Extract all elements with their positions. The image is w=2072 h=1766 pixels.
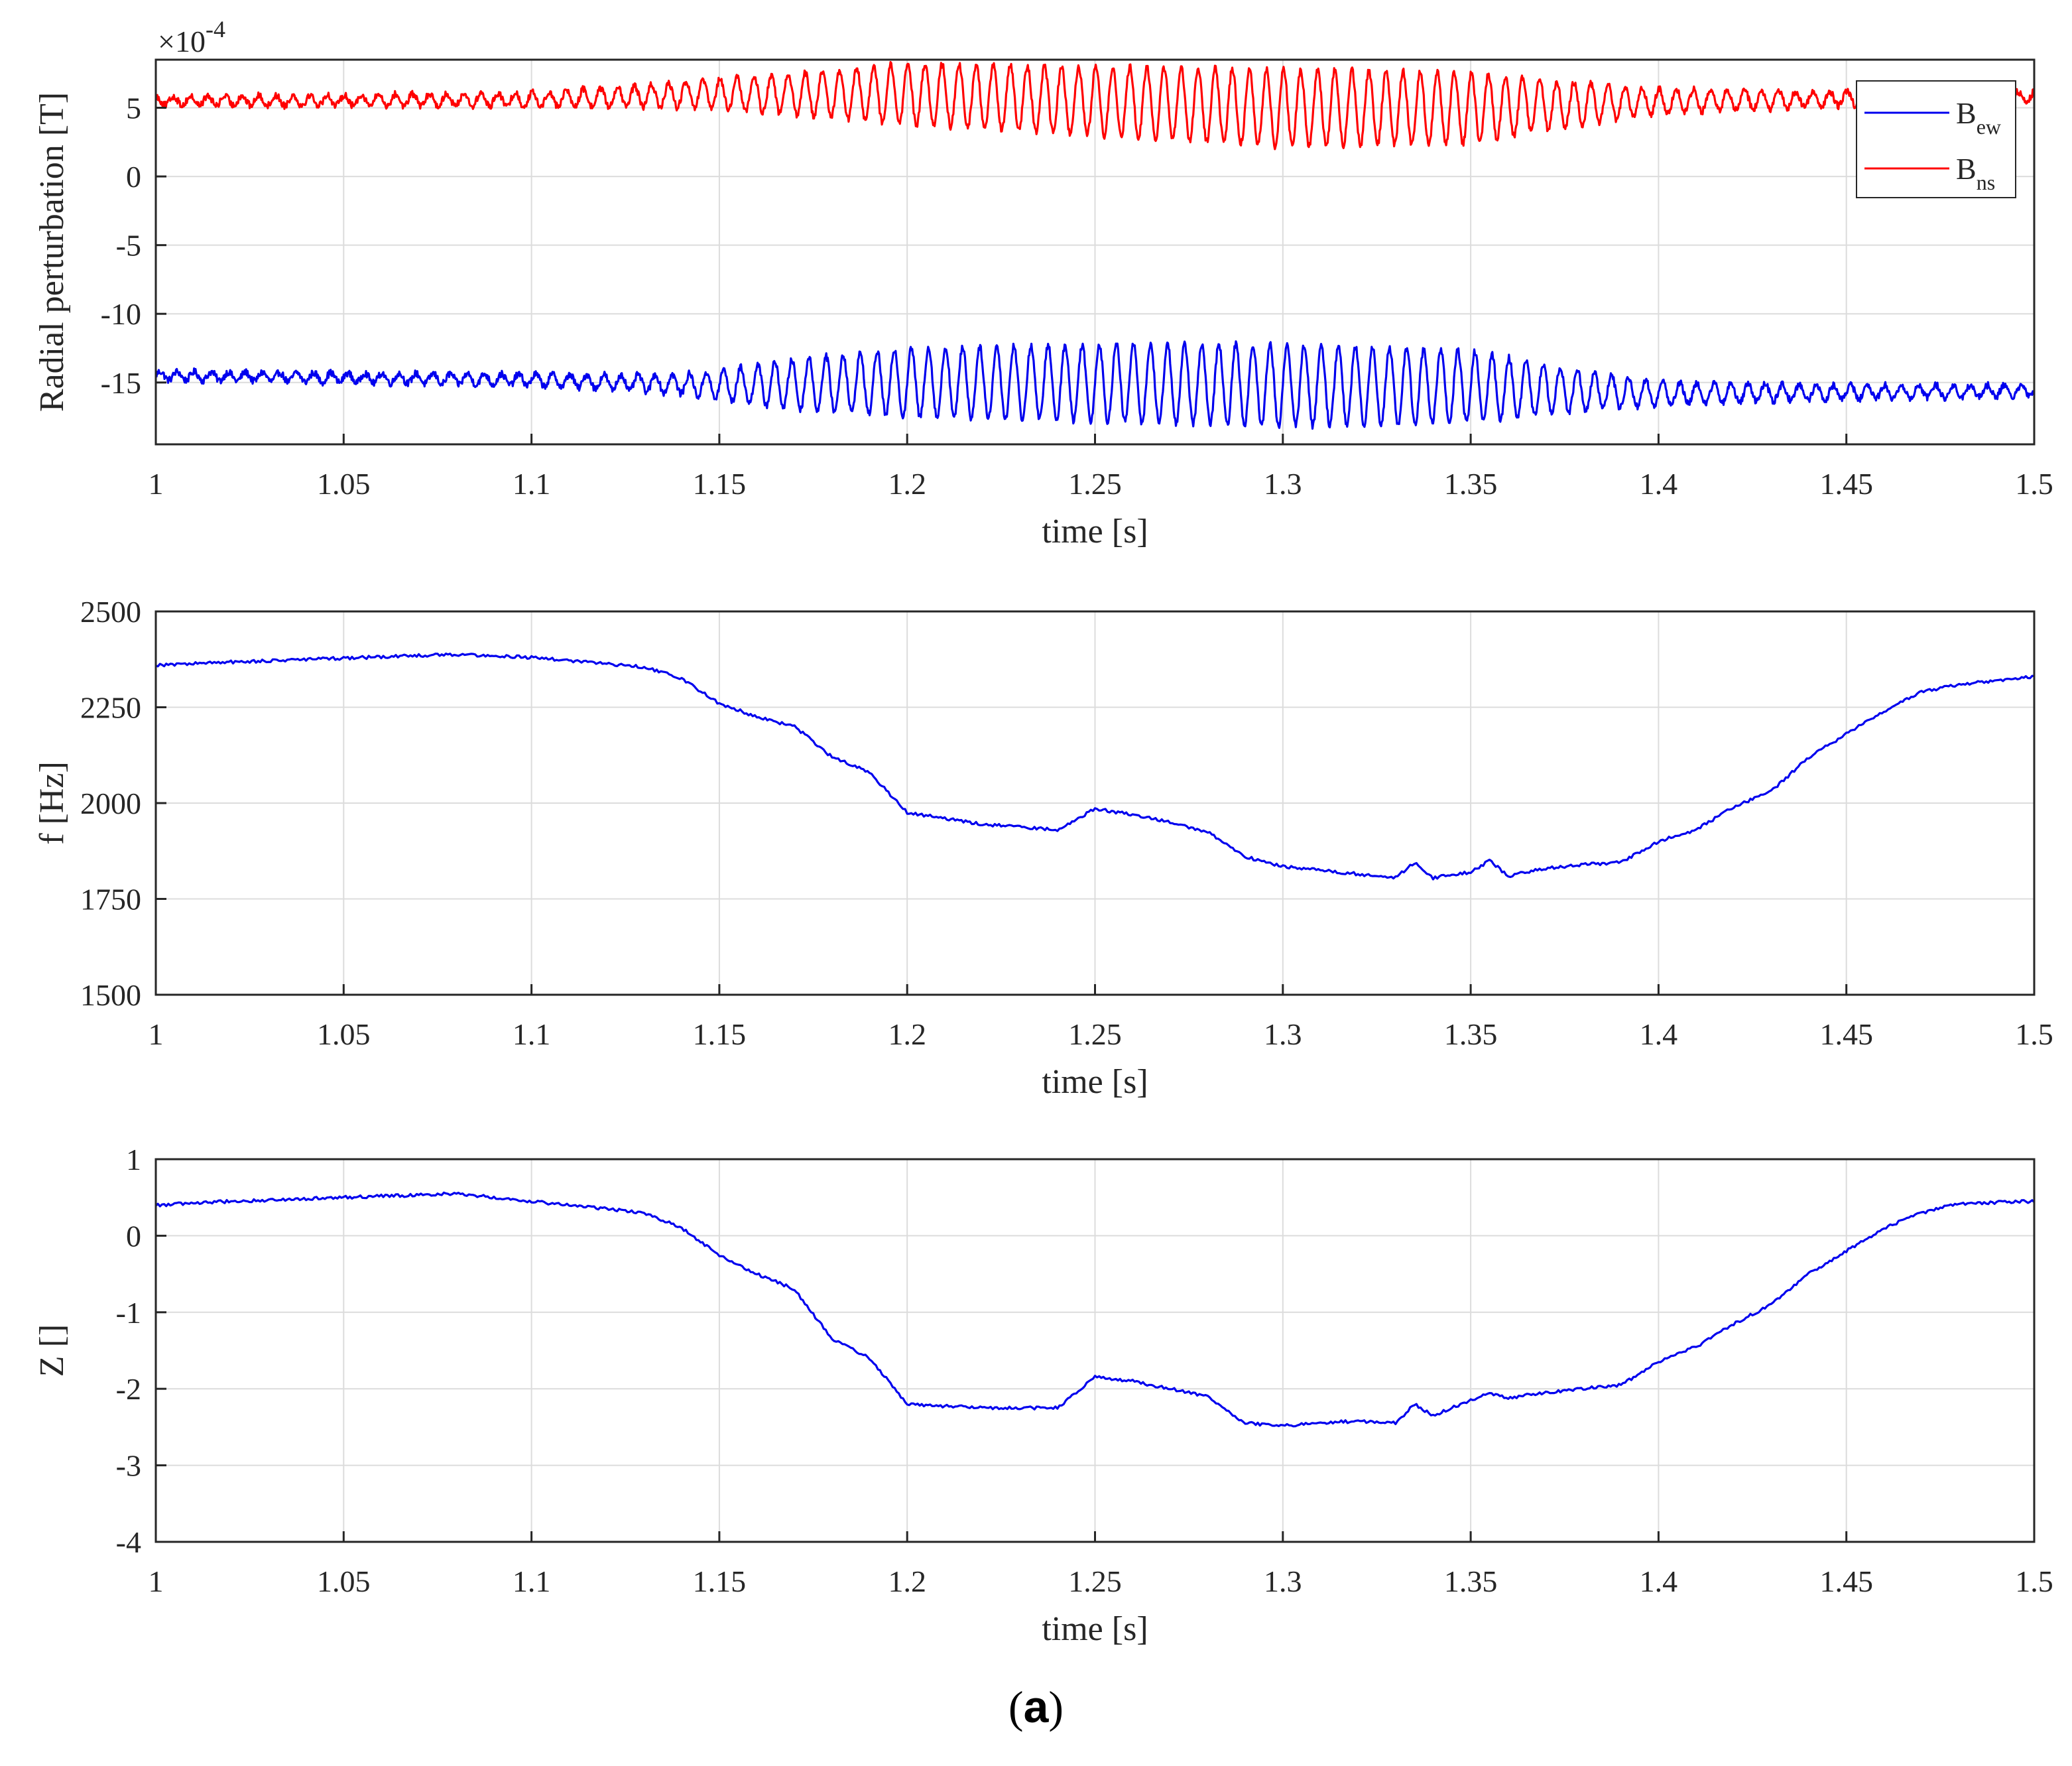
panel-3-x-tick-label: 1.35 (1444, 1564, 1498, 1598)
panel-2-x-tick-label: 1 (149, 1017, 164, 1051)
panel-2-x-tick-label: 1.3 (1264, 1017, 1302, 1051)
series-line-b-ew (154, 340, 2036, 430)
panel-1-x-tick-label: 1.1 (513, 467, 551, 501)
panel-2-x-tick-label: 1.1 (513, 1017, 551, 1051)
panel-1-x-axis-label: time [s] (1042, 513, 1148, 550)
panel-3-y-tick-label: 0 (126, 1219, 141, 1253)
panel-1-series (154, 60, 2036, 430)
panel-2-y-tick-label: 2250 (80, 691, 141, 725)
frequency-chart: 1 1.05 1.1 1.15 1.2 1.25 1.3 1.35 1.4 1.45 1.5 2500… (33, 595, 2053, 1101)
panel-3-x-tick-label: 1.15 (693, 1564, 747, 1598)
legend-label-b-ns: Bns (1956, 152, 1995, 194)
panel-3-x-tick-label: 1.45 (1819, 1564, 1873, 1598)
panel-1-y-tick-label: 0 (126, 160, 141, 194)
panel-3-x-tick-label: 1.05 (317, 1564, 371, 1598)
panel-2-x-axis-label: time [s] (1042, 1063, 1148, 1101)
panel-3-y-tick-label: -4 (116, 1525, 141, 1559)
panel-2-x-tick-label: 1.35 (1444, 1017, 1498, 1051)
panel-3-x-tick-label: 1.5 (2015, 1564, 2053, 1598)
panel-1-x-tick-label: 1.2 (888, 467, 926, 501)
panel-2-x-tick-label: 1.15 (693, 1017, 747, 1051)
panel-3-x-tick-label: 1.25 (1068, 1564, 1122, 1598)
panel-1-x-tick-label: 1 (149, 467, 164, 501)
panel-2-ticks: 1 1.05 1.1 1.15 1.2 1.25 1.3 1.35 1.4 1.45 1.5 2500… (80, 595, 2053, 1051)
panel-3-x-axis-label: time [s] (1042, 1610, 1148, 1648)
panel-2-x-tick-label: 1.2 (888, 1017, 926, 1051)
panel-2-y-axis-label: f [Hz] (33, 761, 71, 845)
panel-2-y-tick-label: 1750 (80, 883, 141, 916)
panel-1-x-tick-label: 1.25 (1068, 467, 1122, 501)
panel-3-y-axis-label: Z [] (33, 1324, 71, 1377)
panel-1-legend: Bew Bns (1856, 80, 2016, 198)
panel-1-ticks: 1 1.05 1.1 1.15 1.2 1.25 1.3 1.35 1.4 1.45 1.5 5 0 -5… (101, 92, 2053, 501)
series-line-b-ns (154, 60, 2036, 151)
panel-3-x-tick-label: 1.3 (1264, 1564, 1302, 1598)
panel-1-y-tick-label: -15 (101, 366, 141, 400)
panel-2-x-tick-label: 1.45 (1819, 1017, 1873, 1051)
z-chart: 1 1.05 1.1 1.15 1.2 1.25 1.3 1.35 1.4 1.45 1.5 1 0 -1… (33, 1143, 2053, 1648)
panel-3-x-tick-label: 1.1 (513, 1564, 551, 1598)
panel-3-x-tick-label: 1.2 (888, 1564, 926, 1598)
panel-1-x-tick-label: 1.15 (693, 467, 747, 501)
panel-1-x-tick-label: 1.4 (1640, 467, 1678, 501)
panel-1-y-axis-label: Radial perturbation [T] (33, 92, 71, 412)
figure-label-letter: a (1023, 1682, 1049, 1732)
panel-1-y-tick-label: -5 (116, 229, 141, 263)
panel-3-y-tick-label: 1 (126, 1143, 141, 1176)
panel-3-y-tick-label: -3 (116, 1449, 141, 1483)
figure-label: (a) (0, 1681, 2072, 1734)
exponent-power: -4 (206, 16, 225, 42)
figure-label-open: ( (1008, 1682, 1024, 1732)
panel-1-x-tick-label: 1.35 (1444, 467, 1498, 501)
panel-1-x-tick-label: 1.3 (1264, 467, 1302, 501)
panel-2-x-tick-label: 1.25 (1068, 1017, 1122, 1051)
legend-label-b-ew: Bew (1956, 96, 2001, 139)
panel-3-x-tick-label: 1 (149, 1564, 164, 1598)
panel-1-y-tick-label: -10 (101, 297, 141, 331)
panel-2-x-tick-label: 1.5 (2015, 1017, 2053, 1051)
figure-label-close: ) (1048, 1682, 1064, 1732)
panel-1-y-tick-label: 5 (126, 92, 141, 125)
legend-box (1856, 80, 2016, 198)
panel-3-y-tick-label: -2 (116, 1372, 141, 1406)
series-line-z (154, 1191, 2036, 1428)
panel-1-x-tick-label: 1.5 (2015, 467, 2053, 501)
panel-2-x-tick-label: 1.4 (1640, 1017, 1678, 1051)
series-line-f (155, 652, 2035, 881)
exponent-base: ×10 (158, 25, 206, 58)
panel-3-y-tick-label: -1 (116, 1296, 141, 1330)
panel-2-y-tick-label: 1500 (80, 978, 141, 1012)
panel-2-y-tick-label: 2000 (80, 787, 141, 820)
panel-2-x-tick-label: 1.05 (317, 1017, 371, 1051)
panel-3-x-tick-label: 1.4 (1640, 1564, 1678, 1598)
panel-2-y-tick-label: 2500 (80, 595, 141, 629)
panel-3-ticks: 1 1.05 1.1 1.15 1.2 1.25 1.3 1.35 1.4 1.45 1.5 1 0 -1… (116, 1143, 2053, 1598)
panel-1-x-tick-label: 1.05 (317, 467, 371, 501)
panel-3-series (154, 1191, 2036, 1428)
panel-2-series (155, 652, 2035, 881)
panel-1-exponent-label: ×10-4 (158, 16, 225, 58)
radial-perturbation-chart: 1 1.05 1.1 1.15 1.2 1.25 1.3 1.35 1.4 1.45 1.5 5 0 -5… (33, 16, 2053, 550)
panel-1-x-tick-label: 1.45 (1819, 467, 1873, 501)
